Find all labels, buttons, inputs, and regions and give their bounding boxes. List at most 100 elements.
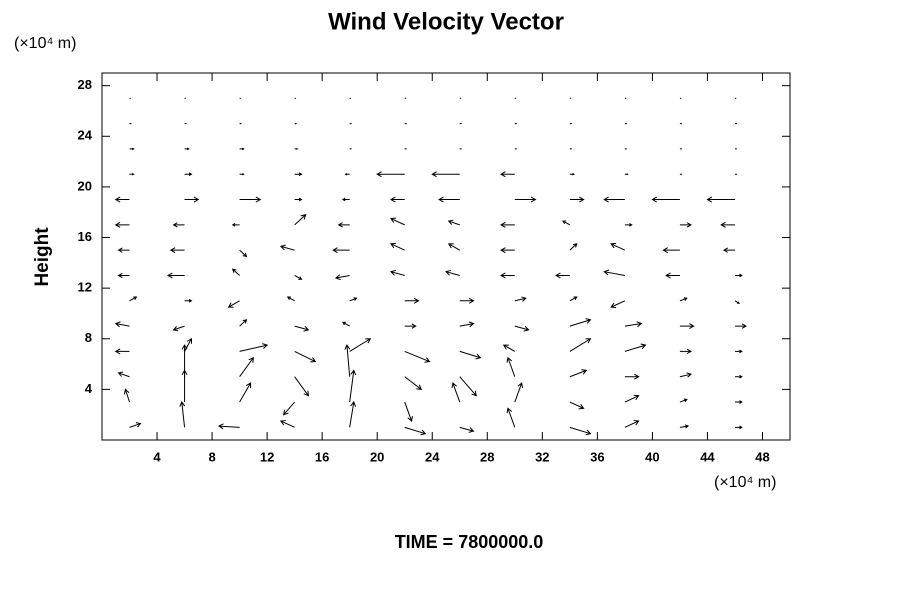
wind-arrow	[624, 148, 628, 150]
wind-arrow	[459, 148, 463, 150]
chart-title: Wind Velocity Vector	[328, 8, 564, 35]
wind-arrow	[184, 196, 200, 203]
wind-arrow	[734, 173, 738, 175]
wind-arrow	[502, 344, 516, 352]
wind-arrow	[679, 173, 683, 175]
wind-arrow	[459, 426, 475, 433]
wind-arrow	[569, 196, 585, 203]
wind-arrow	[404, 401, 413, 422]
wind-arrow	[500, 272, 515, 279]
wind-arrow	[734, 122, 738, 125]
wind-arrow	[624, 223, 633, 227]
wind-arrow	[239, 249, 248, 258]
wind-arrow	[184, 298, 193, 303]
wind-arrow	[117, 272, 130, 279]
plot-frame	[101, 72, 791, 441]
wind-arrow	[294, 350, 317, 363]
wind-arrow	[651, 196, 680, 203]
footer: TIME = 7800000.0	[395, 532, 544, 552]
x-tick-label: 40	[645, 449, 659, 464]
wind-arrow	[294, 376, 309, 397]
wind-arrow	[239, 382, 252, 403]
wind-arrow	[679, 297, 688, 302]
wind-arrow	[624, 343, 647, 352]
wind-arrow	[389, 196, 405, 203]
wind-arrow	[341, 321, 350, 327]
wind-arrow	[679, 348, 692, 355]
wind-arrow	[389, 269, 405, 276]
wind-arrow	[184, 122, 187, 125]
wind-arrow	[459, 297, 475, 304]
x-unit: (×10⁴ m)	[714, 474, 776, 491]
wind-arrow	[706, 196, 735, 203]
wind-arrow	[114, 196, 130, 203]
wind-arrow	[500, 221, 515, 228]
wind-arrow	[734, 374, 743, 379]
wind-arrow	[404, 323, 417, 329]
wind-arrow	[624, 321, 643, 328]
wind-arrow	[734, 349, 743, 354]
wind-arrow	[404, 426, 427, 436]
y-axis-label: Height	[32, 227, 53, 287]
wind-arrow	[344, 344, 351, 377]
wind-arrow	[404, 297, 420, 304]
wind-arrow	[114, 221, 130, 228]
x-tick-label: 16	[315, 449, 329, 464]
y-tick-label: 4	[85, 381, 93, 396]
wind-arrow	[431, 171, 460, 178]
x-tick-label: 48	[755, 449, 769, 464]
wind-arrow	[569, 426, 592, 436]
y-unit: (×10⁴ m)	[14, 35, 76, 52]
wind-arrow	[624, 122, 628, 125]
wind-arrow	[239, 196, 262, 203]
wind-arrow	[603, 196, 625, 203]
wind-arrow	[447, 219, 460, 226]
wind-arrow	[294, 197, 303, 202]
wind-arrow	[286, 296, 295, 302]
wind-arrow	[239, 356, 254, 378]
wind-arrow	[390, 242, 405, 251]
wind-arrow	[129, 422, 142, 428]
wind-arrow	[610, 300, 626, 309]
wind-arrow	[665, 272, 680, 279]
wind-arrow	[184, 172, 193, 177]
wind-arrow	[279, 244, 295, 251]
wind-arrow	[679, 398, 688, 403]
wind-arrow	[500, 171, 515, 178]
wind-arrow	[734, 425, 743, 430]
wind-arrow	[679, 323, 695, 330]
wind-arrow	[349, 148, 353, 150]
wind-arrow	[349, 369, 357, 403]
wind-arrow	[123, 388, 130, 403]
wind-arrow	[506, 356, 516, 377]
wind-arrow	[569, 369, 588, 378]
wind-arrow	[514, 196, 537, 203]
wind-arrow	[624, 394, 640, 403]
x-tick-label: 28	[480, 449, 494, 464]
wind-arrow	[227, 300, 240, 308]
x-tick-label: 8	[208, 449, 215, 464]
wind-arrow	[129, 296, 138, 302]
wind-arrow	[555, 272, 570, 279]
wind-arrow	[404, 148, 408, 150]
wind-arrow	[239, 122, 242, 125]
wind-arrow	[569, 296, 578, 302]
y-tick-label: 12	[78, 280, 92, 295]
wind-arrow	[679, 148, 683, 150]
wind-arrow	[376, 171, 405, 178]
wind-arrow	[569, 148, 573, 150]
wind-arrow	[181, 344, 188, 377]
wind-arrow	[459, 350, 482, 360]
wind-arrow	[129, 122, 132, 125]
wind-arrow	[734, 300, 740, 304]
wind-arrow	[720, 221, 735, 228]
wind-arrow	[679, 122, 683, 125]
wind-arrow	[404, 350, 431, 363]
wind-arrow	[282, 401, 296, 416]
wind-arrow	[500, 247, 515, 254]
wind-arrow	[117, 247, 130, 253]
wind-arrow	[445, 269, 460, 276]
wind-arrow	[167, 272, 185, 279]
wind-arrow	[662, 247, 680, 254]
